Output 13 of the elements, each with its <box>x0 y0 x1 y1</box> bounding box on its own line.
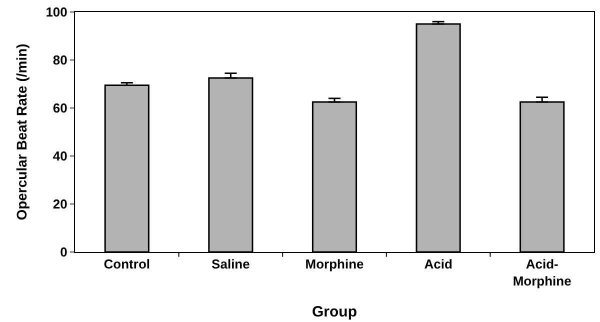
x-tick-label: Control <box>104 256 150 272</box>
y-tick-label: 40 <box>52 148 68 164</box>
y-tick-label: 80 <box>52 52 68 68</box>
x-tick-label: Acid <box>424 256 452 272</box>
x-tick-label: Morphine <box>305 256 364 272</box>
x-tick-label: Saline <box>212 256 250 272</box>
x-tick-label: Acid- Morphine <box>512 256 572 288</box>
x-axis-title: Group <box>312 304 357 320</box>
y-tick-label: 0 <box>60 244 68 260</box>
y-tick-label: 20 <box>52 196 68 212</box>
y-tick-label: 60 <box>52 100 68 116</box>
y-tick-label: 100 <box>46 4 68 20</box>
y-axis-title: Opercular Beat Rate (/min) <box>13 44 30 220</box>
